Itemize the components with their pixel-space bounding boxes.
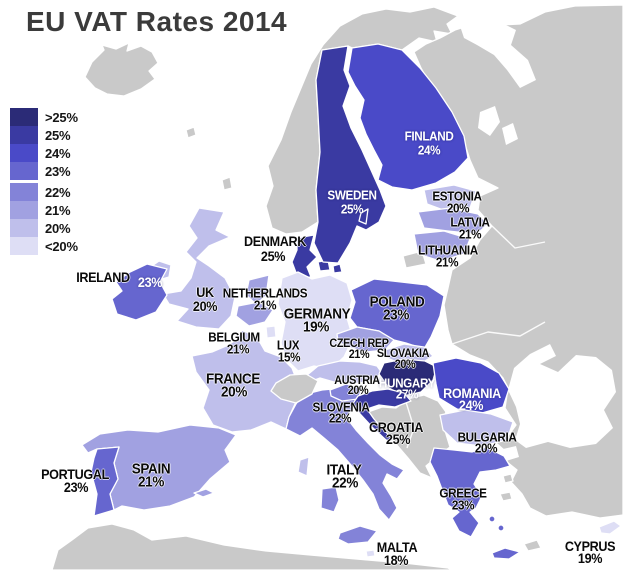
country-shape-cyclades-2 (497, 524, 505, 532)
country-shape-malta (365, 549, 376, 558)
country-shape-hungary (378, 358, 438, 397)
legend-row: 21% (10, 201, 78, 219)
lake-onega (502, 123, 518, 145)
country-shape-luxembourg (265, 325, 277, 339)
country-shape-denmark-funen (332, 263, 343, 274)
country-shape-france (191, 329, 303, 433)
legend-label: 24% (45, 145, 71, 161)
country-shape-latvia (417, 207, 489, 235)
country-shape-finland (347, 43, 469, 191)
lake-ladoga (478, 106, 500, 136)
legend-swatch (10, 108, 38, 126)
legend-swatch (10, 162, 38, 180)
country-shape-corsica (297, 456, 310, 477)
country-shape-germany (277, 271, 354, 372)
country-shape-bulgaria (439, 409, 514, 447)
country-shape-portugal (90, 446, 120, 517)
country-shape-sicily (337, 525, 378, 545)
country-shape-ireland (111, 263, 168, 321)
white-sea (460, 18, 536, 88)
border-line-east-2 (491, 225, 546, 249)
country-shape-lithuania (413, 230, 471, 262)
landmass-rhodes (523, 539, 542, 552)
landmass-faroe (185, 126, 197, 139)
country-shape-cyprus (598, 520, 622, 535)
landmass-switzerland (270, 373, 319, 404)
legend-label: <20% (45, 238, 78, 254)
landmass-north-africa (51, 523, 453, 570)
legend-row: 23% (10, 162, 78, 180)
country-shape-crete (491, 547, 521, 560)
legend-swatch (10, 144, 38, 162)
legend-label: 20% (45, 220, 71, 236)
sea-of-marmara (503, 446, 519, 461)
country-shape-austria (305, 360, 383, 385)
legend-label: 21% (45, 202, 71, 218)
legend-row: 24% (10, 144, 78, 162)
country-shape-uk (162, 207, 236, 330)
legend-row: >25% (10, 108, 78, 126)
legend: >25% 25% 24% 23% 22% 21% 20% <20% (10, 108, 78, 255)
landmass-shetland (221, 176, 233, 191)
legend-label: 25% (45, 127, 71, 143)
country-shape-croatia (351, 388, 412, 442)
border-line-balkans (405, 401, 415, 449)
legend-swatch (10, 126, 38, 144)
country-shape-estonia (423, 184, 477, 212)
legend-swatch (10, 183, 38, 201)
country-shape-balearics (193, 488, 215, 498)
border-line-east-1 (451, 321, 546, 345)
legend-swatch (10, 201, 38, 219)
country-shape-romania (432, 357, 510, 414)
legend-swatch (10, 219, 38, 237)
country-shape-greece (429, 446, 511, 538)
country-shape-slovakia (384, 343, 434, 365)
legend-row: <20% (10, 237, 78, 255)
country-shape-denmark (291, 234, 318, 279)
legend-label: >25% (45, 109, 78, 125)
country-shape-gotland (358, 208, 369, 225)
landmass-aegean-island-1 (502, 473, 514, 484)
page-title: EU VAT Rates 2014 (26, 6, 288, 37)
legend-row: 25% (10, 126, 78, 144)
black-sea (508, 344, 616, 448)
legend-row: 22% (10, 183, 78, 201)
country-shape-sardinia (320, 486, 340, 513)
country-shape-belgium (235, 301, 274, 327)
country-shape-netherlands (245, 274, 270, 305)
landmass-iceland (84, 42, 159, 97)
legend-label: 22% (45, 184, 71, 200)
legend-label: 23% (45, 163, 71, 179)
landmass-aegean-island-2 (499, 491, 513, 502)
legend-row: 20% (10, 219, 78, 237)
legend-swatch (10, 237, 38, 255)
country-shape-cyclades-1 (488, 515, 496, 523)
